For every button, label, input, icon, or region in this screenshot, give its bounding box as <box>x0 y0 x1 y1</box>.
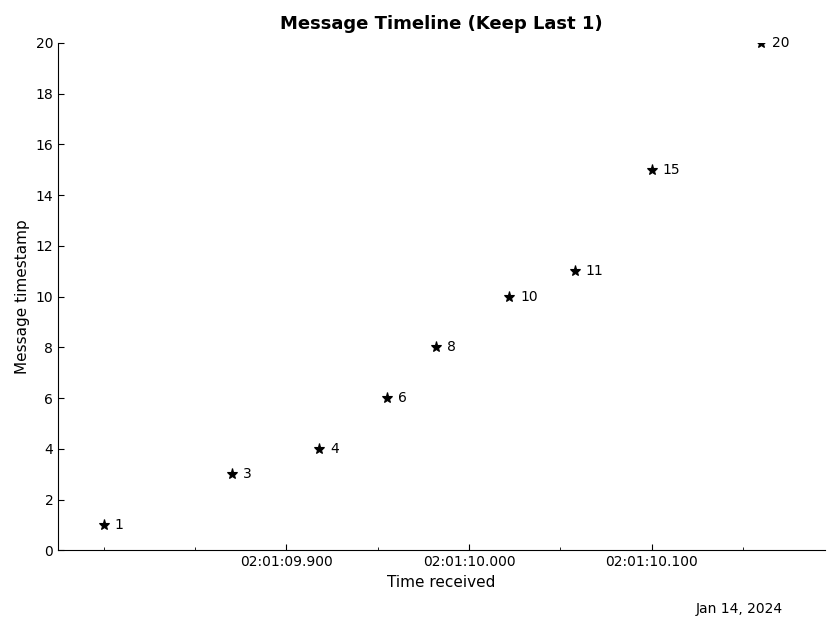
Y-axis label: Message timestamp: Message timestamp <box>15 219 30 374</box>
Title: Message Timeline (Keep Last 1): Message Timeline (Keep Last 1) <box>281 15 603 33</box>
Text: 4: 4 <box>330 442 339 456</box>
Text: 20: 20 <box>772 36 790 50</box>
Text: 10: 10 <box>520 290 538 304</box>
X-axis label: Time received: Time received <box>387 575 496 590</box>
Text: 8: 8 <box>447 340 456 355</box>
Text: 15: 15 <box>663 163 680 177</box>
Text: 3: 3 <box>243 467 251 481</box>
Text: 6: 6 <box>398 391 407 405</box>
Text: 11: 11 <box>585 264 604 278</box>
Text: Jan 14, 2024: Jan 14, 2024 <box>696 602 783 616</box>
Text: 1: 1 <box>115 518 123 532</box>
